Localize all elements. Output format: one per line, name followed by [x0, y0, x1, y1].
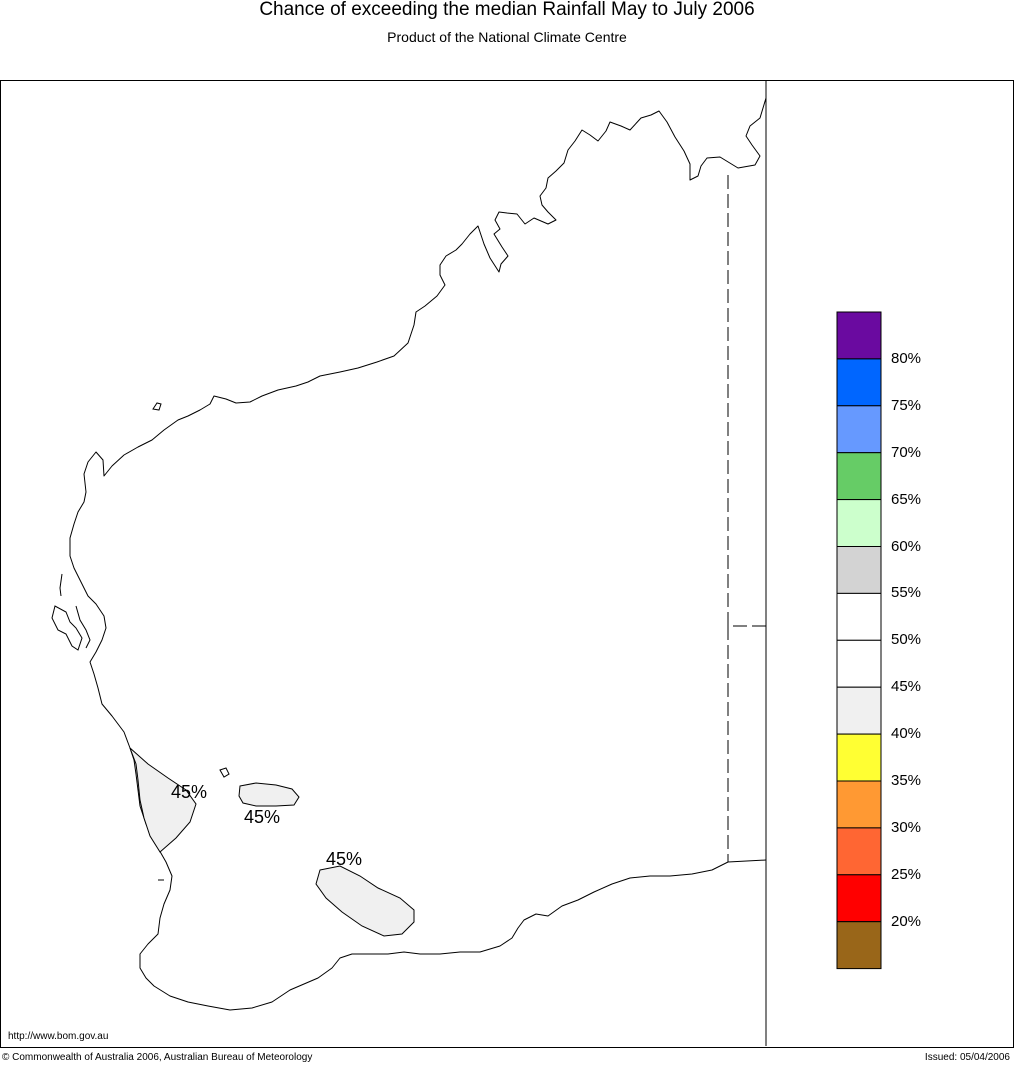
- legend-swatch: [836, 827, 882, 876]
- legend-swatch: [836, 733, 882, 782]
- copyright-text: © Commonwealth of Australia 2006, Austra…: [2, 1052, 313, 1063]
- legend-swatch: [836, 546, 882, 594]
- legend-tick-label: 25%: [891, 865, 922, 883]
- legend-tick-label: 20%: [891, 912, 922, 930]
- legend-tick-label: 40%: [891, 725, 922, 743]
- legend-tick-label: 45%: [891, 678, 922, 696]
- legend-swatch: [836, 452, 882, 501]
- legend-tick-label: 50%: [891, 631, 922, 649]
- legend-tick-label: 30%: [891, 818, 922, 836]
- legend-swatch: [836, 639, 882, 688]
- coastline: [69, 97, 767, 1011]
- legend-tick-label: 35%: [891, 772, 922, 789]
- legend-swatch: [836, 686, 882, 735]
- legend-swatches: [836, 311, 882, 970]
- legend-tick-label: 55%: [891, 584, 922, 602]
- legend-swatch: [836, 358, 882, 407]
- contour-label-45: 45%: [171, 782, 208, 802]
- legend-swatch: [836, 874, 882, 923]
- legend-swatch: [836, 921, 882, 970]
- legend-swatch: [836, 405, 882, 454]
- contour-45-areas: [129, 747, 415, 937]
- source-url: http://www.bom.gov.au: [8, 1031, 109, 1042]
- legend-swatch: [836, 780, 882, 829]
- contour-inland-south: [315, 865, 415, 937]
- contour-label-45: 45%: [326, 849, 363, 869]
- legend-tick-label: 70%: [891, 443, 922, 461]
- legend-tick-label: 80%: [891, 349, 922, 367]
- legend-tick-label: 75%: [891, 396, 922, 414]
- map-subtitle: Product of the National Climate Centre: [387, 29, 627, 45]
- contour-label-45: 45%: [244, 807, 281, 827]
- legend-swatch: [836, 499, 882, 548]
- contour-inland-north: [238, 782, 300, 807]
- legend-swatch: [836, 311, 882, 360]
- state-border: [727, 175, 767, 863]
- issued-date: Issued: 05/04/2006: [924, 1052, 1010, 1063]
- map-title: Chance of exceeding the median Rainfall …: [259, 0, 755, 20]
- islands: [51, 402, 230, 881]
- contour-west-coast: [129, 747, 197, 853]
- legend-tick-label: 60%: [891, 537, 922, 555]
- legend-tick-label: 65%: [891, 490, 922, 508]
- legend-swatch: [836, 592, 882, 641]
